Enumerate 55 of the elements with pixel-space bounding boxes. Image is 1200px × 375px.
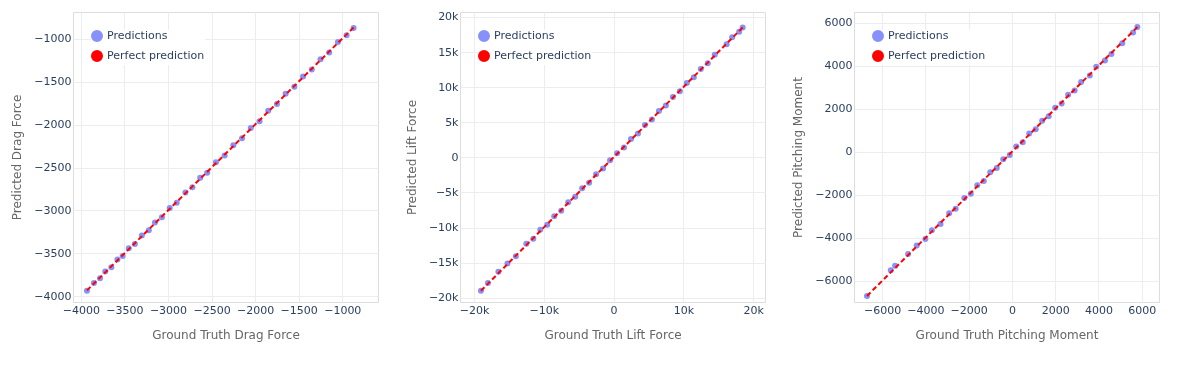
y-tick-label: −20k [428,291,460,305]
x-tick-label: −4000 [907,303,945,317]
y-tick-label: −3000 [34,203,72,217]
y-tick-label: 2000 [824,102,853,116]
y-tick-label: 4000 [824,59,853,73]
x-tick-label: 20k [743,303,765,317]
x-tick-label: 4000 [1084,303,1113,317]
y-tick-label: 15k [438,45,460,59]
x-tick-label: −4000 [62,303,100,317]
x-axis-title: Ground Truth Drag Force [152,327,300,342]
y-tick-label: −4000 [34,289,72,303]
y-tick-label: 0 [451,150,459,164]
y-tick-label: −15k [428,256,460,270]
y-tick-label: −10k [428,221,460,235]
x-tick-label: 0 [1008,303,1016,317]
legend-label: Perfect prediction [107,49,205,62]
y-axis-title: Predicted Pitching Moment [791,76,806,238]
y-tick-label: −4000 [815,231,853,245]
y-tick-label: −2000 [34,118,72,132]
y-axis-title: Predicted Drag Force [10,94,25,221]
x-tick-label: −6000 [864,303,902,317]
x-tick-label: −1500 [280,303,318,317]
y-tick-label: −1000 [34,32,72,46]
x-tick-label: 2000 [1041,303,1070,317]
y-tick-label: 10k [438,80,460,94]
legend-label: Predictions [494,29,555,42]
y-tick-label: 5k [445,115,460,129]
x-tick-label: 6000 [1128,303,1157,317]
x-tick-label: −10k [529,303,560,317]
y-tick-label: −2000 [815,188,853,202]
x-tick-label: −3500 [106,303,144,317]
y-tick-label: −6000 [815,274,853,288]
x-tick-label: 0 [610,303,618,317]
y-tick-label: −5k [435,185,460,199]
point [987,169,994,176]
x-axis-title: Ground Truth Lift Force [544,327,682,342]
x-tick-label: −3000 [149,303,188,317]
legend-label: Predictions [888,29,949,42]
y-tick-label: 20k [438,10,460,24]
x-tick-label: −20k [459,303,490,317]
y-tick-label: −3500 [34,246,72,260]
legend-label: Predictions [107,29,168,42]
y-tick-label: −1500 [34,75,72,89]
x-axis-title: Ground Truth Pitching Moment [915,327,1099,342]
legend-label: Perfect prediction [494,49,592,62]
y-tick-label: 6000 [824,16,853,30]
y-axis-title: Predicted Lift Force [404,99,419,216]
x-tick-label: −1000 [324,303,362,317]
x-tick-label: −2000 [950,303,988,317]
x-tick-label: 10k [673,303,695,317]
x-tick-label: −2000 [237,303,275,317]
x-tick-label: −2500 [193,303,231,317]
legend-label: Perfect prediction [888,49,986,62]
y-tick-label: −2500 [34,161,72,175]
y-tick-label: 0 [845,145,853,159]
